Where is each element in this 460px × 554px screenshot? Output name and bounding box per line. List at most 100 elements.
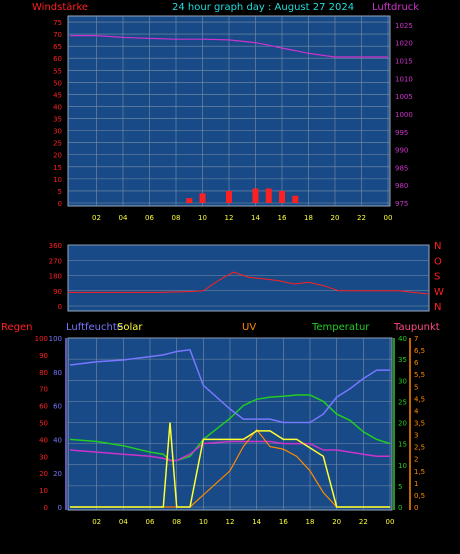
wind-tick-0: 0: [58, 200, 62, 208]
x-tick-04: 04: [119, 214, 128, 222]
x-tick-06: 06: [145, 214, 154, 222]
regen-axis-ticks: 0 10 20 30 40 50 60 70 80 90 100: [35, 335, 48, 512]
wind-tick-4: 20: [53, 152, 62, 160]
x-tick-18: 18: [304, 214, 313, 222]
temp-tick-3: 15: [398, 441, 407, 449]
hum-tick-3: 60: [53, 403, 62, 411]
dir-tick-3: 270: [49, 257, 62, 265]
x3-tick-14: 14: [252, 518, 261, 526]
wind-bar-9: [265, 188, 272, 203]
x-tick-14: 14: [251, 214, 260, 222]
wind-tick-1: 5: [58, 188, 62, 196]
uv-tick-0: 0: [414, 504, 418, 512]
wind-bar-10: [279, 190, 285, 203]
wind-tick-2: 10: [53, 176, 62, 184]
wind-bar-6: [199, 193, 206, 203]
dir-tick-0: 0: [58, 303, 62, 311]
pressure-tick-2: 985: [395, 164, 408, 172]
temp-tick-4: 20: [398, 420, 407, 428]
pressure-tick-8: 1015: [395, 58, 413, 66]
x3-tick-18: 18: [306, 518, 315, 526]
wind-bars: [186, 188, 299, 203]
uv-tick-4: 2: [414, 456, 418, 464]
regen-tick-16: 80: [39, 369, 48, 377]
uv-tick-12: 6: [414, 359, 419, 367]
label-regen: Regen: [1, 322, 33, 333]
x-tick-16: 16: [278, 214, 287, 222]
regen-tick-8: 40: [39, 436, 48, 444]
uv-tick-3: 1,5: [414, 468, 425, 476]
wind-bar-8: [252, 188, 259, 203]
x-tick-10: 10: [198, 214, 207, 222]
regen-tick-12: 60: [39, 403, 48, 411]
regen-tick-4: 20: [39, 470, 48, 478]
regen-tick-18: 90: [39, 352, 48, 360]
direction-axis-ticks: 0 90 180 270 360: [49, 242, 62, 311]
solar-line: [70, 422, 390, 508]
pressure-tick-0: 975: [395, 200, 408, 208]
header-title: 24 hour graph day : August 27 2024: [172, 2, 354, 13]
pressure-line: [70, 34, 388, 58]
regen-tick-14: 70: [39, 386, 48, 394]
uv-tick-8: 4: [414, 407, 419, 415]
wind-tick-11: 55: [53, 67, 62, 75]
uv-tick-5: 2,5: [414, 444, 425, 452]
temp-tick-7: 35: [398, 356, 407, 364]
x3-tick-22: 22: [359, 518, 368, 526]
x3-tick-12: 12: [226, 518, 235, 526]
temp-tick-1: 5: [398, 483, 402, 491]
x3-tick-10: 10: [199, 518, 208, 526]
temp-tick-2: 10: [398, 462, 407, 470]
hum-tick-0: 0: [58, 504, 62, 512]
uv-tick-11: 5,5: [414, 371, 425, 379]
wind-tick-15: 75: [53, 19, 62, 27]
pressure-tick-9: 1020: [395, 40, 413, 48]
uv-tick-2: 1: [414, 480, 418, 488]
compass-3: O: [434, 256, 442, 267]
grid-weather: [68, 337, 392, 510]
label-temperatur: Temperatur: [311, 322, 370, 333]
regen-tick-10: 50: [39, 420, 48, 428]
wind-tick-7: 35: [53, 116, 62, 124]
regen-tick-2: 10: [39, 487, 48, 495]
wind-tick-8: 40: [53, 103, 62, 111]
wind-bar-5: [186, 198, 193, 203]
label-taupunkt: Taupunkt: [393, 322, 440, 333]
compass-0: N: [434, 302, 441, 313]
x-axis-ticks-panel1: 02 04 06 08 10 12 14 16 18 20 22 00: [92, 214, 392, 222]
x-tick-00: 00: [384, 214, 393, 222]
uv-tick-10: 5: [414, 383, 418, 391]
wind-tick-10: 50: [53, 79, 62, 87]
humidity-axis-ticks: 0 20 40 60 80 100: [49, 335, 62, 512]
x-tick-12: 12: [225, 214, 234, 222]
pressure-tick-6: 1005: [395, 93, 413, 101]
header-right: Luftdruck: [372, 2, 419, 13]
hum-tick-1: 20: [53, 470, 62, 478]
compass-1: W: [434, 287, 444, 298]
wind-tick-13: 65: [53, 43, 62, 51]
x3-tick-04: 04: [119, 518, 128, 526]
wind-direction-line: [68, 271, 430, 295]
uv-tick-14: 7: [414, 335, 418, 343]
regen-tick-20: 100: [35, 335, 48, 343]
regen-tick-0: 0: [44, 504, 48, 512]
x-tick-20: 20: [331, 214, 340, 222]
x-axis-ticks-panel3: 02 04 06 08 10 12 14 16 18 20 22 00: [92, 518, 394, 526]
uv-axis-ticks: 0 0,5 1 1,5 2 2,5 3 3,5 4 4,5 5 5,5 6 6,5 7: [414, 335, 425, 512]
uv-tick-1: 0,5: [414, 492, 425, 500]
dir-tick-1: 90: [53, 288, 62, 296]
x3-tick-00: 00: [386, 518, 395, 526]
wind-tick-14: 70: [53, 31, 62, 39]
header-left: Windstärke: [32, 2, 88, 13]
x3-tick-02: 02: [92, 518, 101, 526]
dir-tick-2: 180: [49, 273, 62, 281]
hum-tick-2: 40: [53, 436, 62, 444]
compass-4: N: [434, 241, 441, 252]
wind-tick-9: 45: [53, 91, 62, 99]
wind-axis-ticks: 0 5 10 15 20 25 30 35 40 45 50 55 60 65 70 75: [53, 19, 62, 208]
wind-bar-11: [292, 195, 299, 203]
temp-tick-6: 30: [398, 377, 407, 385]
x-tick-02: 02: [92, 214, 101, 222]
